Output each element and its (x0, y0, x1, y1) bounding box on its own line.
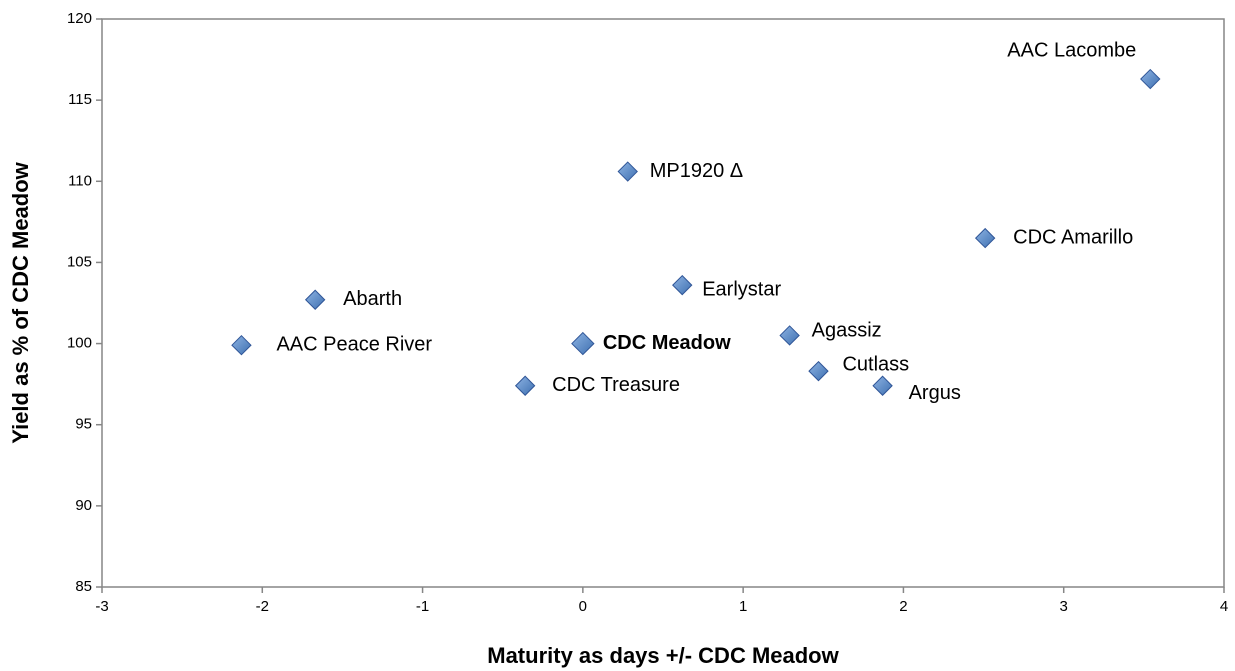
point-label: Agassiz (812, 320, 882, 342)
point-label: CDC Treasure (552, 374, 680, 396)
plot-area (101, 18, 1225, 588)
point (872, 375, 893, 396)
y-tick-label: 95 (75, 416, 92, 433)
point-label: Earlystar (702, 278, 781, 300)
y-tick-label: 115 (68, 91, 92, 108)
y-tick-label: 110 (68, 172, 92, 189)
point-label: Abarth (343, 288, 402, 310)
point (304, 289, 326, 310)
y-tick-label: 105 (67, 253, 92, 270)
x-tick-label: 0 (579, 598, 587, 615)
point-label: AAC Peace River (276, 333, 432, 355)
point (779, 325, 800, 346)
point-label: Argus (909, 382, 961, 404)
point (571, 331, 595, 356)
point (974, 227, 996, 249)
y-tick-label: 85 (75, 578, 92, 595)
point-label: CDC Meadow (603, 332, 731, 354)
x-tick-label: 2 (899, 598, 907, 615)
x-tick-label: -3 (95, 598, 108, 615)
x-tick-label: 1 (739, 598, 747, 615)
point-label: MP1920 Δ (650, 160, 743, 182)
x-tick-label: -2 (256, 598, 269, 615)
y-tick-label: 100 (67, 335, 92, 352)
x-axis-title: Maturity as days +/- CDC Meadow (487, 643, 839, 668)
x-tick-label: -1 (416, 598, 429, 615)
y-tick-label: 90 (75, 497, 92, 514)
point-label: AAC Lacombe (1007, 39, 1136, 61)
point (514, 375, 536, 396)
point (1140, 68, 1161, 90)
y-tick-label: 120 (67, 10, 92, 27)
point (808, 360, 829, 382)
point-label: Cutlass (842, 353, 909, 375)
x-tick-label: 3 (1060, 598, 1068, 615)
point (672, 274, 693, 296)
point-label: CDC Amarillo (1013, 226, 1133, 248)
point (617, 161, 638, 182)
x-tick-label: 4 (1220, 598, 1228, 615)
y-axis-title: Yield as % of CDC Meadow (8, 161, 33, 443)
point (231, 334, 252, 356)
